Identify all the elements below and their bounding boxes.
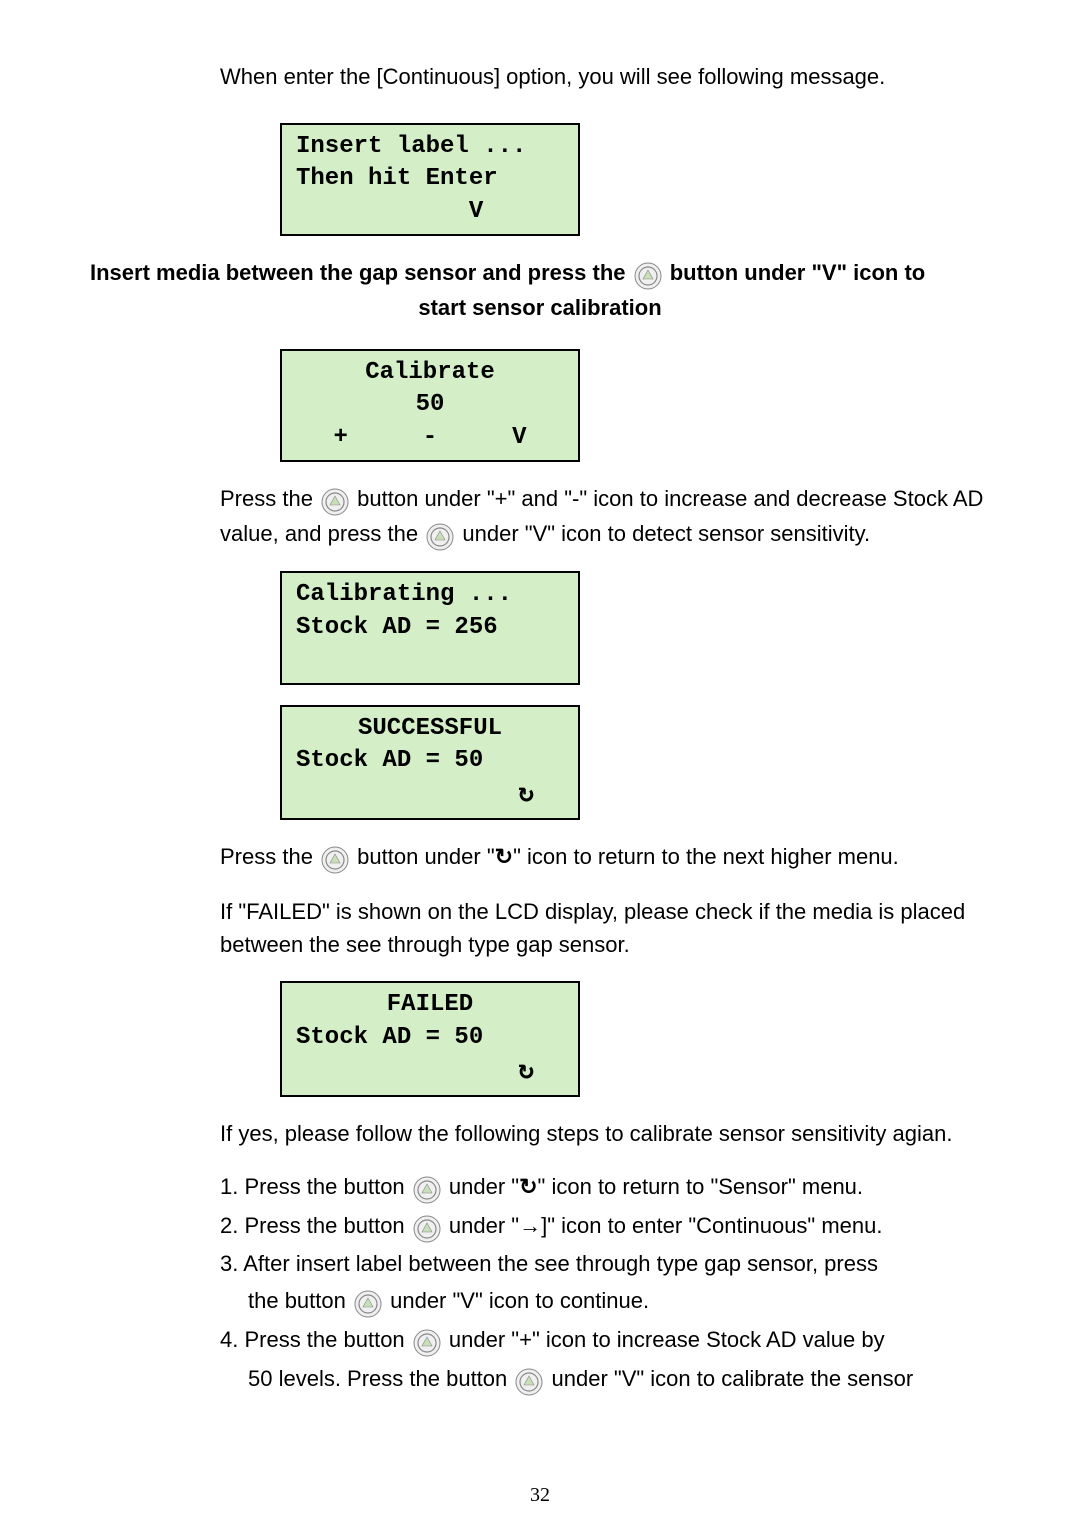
lcd-value: 50 <box>296 389 564 421</box>
lcd-v: V <box>475 422 564 454</box>
circle-button-icon <box>413 1172 441 1205</box>
text: under "V" icon to calibrate the sensor <box>552 1366 914 1391</box>
lcd-successful: SUCCESSFUL Stock AD = 50 ↻ <box>280 705 580 821</box>
circle-button-icon <box>321 842 349 875</box>
lcd-minus: - <box>385 422 474 454</box>
lcd-line: V <box>296 196 564 228</box>
step-3: 3. After insert label between the see th… <box>220 1247 990 1280</box>
text: " icon to return to "Sensor" menu. <box>538 1174 863 1199</box>
lcd-line: Then hit Enter <box>296 163 564 195</box>
lcd-plus: + <box>296 422 385 454</box>
steps-list: 1. Press the button under "↻" icon to re… <box>220 1170 990 1396</box>
heading-text: button under "V" icon to <box>670 260 926 285</box>
lcd-return-icon: ↻ <box>296 1054 564 1089</box>
lcd-insert-label: Insert label ... Then hit Enter V <box>280 123 580 236</box>
lcd-line: Insert label ... <box>296 131 564 163</box>
step-4-cont: 50 levels. Press the button under "V" ic… <box>248 1362 990 1397</box>
return-symbol: ↻ <box>495 844 513 869</box>
circle-button-icon <box>426 518 454 551</box>
lcd-calibrating: Calibrating ... Stock AD = 256 <box>280 571 580 684</box>
text: under "→]" icon to enter "Continuous" me… <box>449 1213 883 1238</box>
circle-button-icon <box>515 1363 543 1396</box>
text: 50 levels. Press the button <box>248 1366 513 1391</box>
text: under "V" icon to continue. <box>390 1288 649 1313</box>
lcd-button-row: + - V <box>296 422 564 454</box>
text: under " <box>449 1174 519 1199</box>
lcd-line: Stock AD = 256 <box>296 612 564 644</box>
heading-text: Insert media between the gap sensor and … <box>90 260 632 285</box>
step-3-cont: the button under "V" icon to continue. <box>248 1284 990 1319</box>
intro-text: When enter the [Continuous] option, you … <box>220 60 990 93</box>
circle-button-icon <box>634 258 662 291</box>
instruction-heading: Insert media between the gap sensor and … <box>90 256 990 324</box>
text: Press the <box>220 844 319 869</box>
lcd-line: Stock AD = 50 <box>296 745 564 777</box>
lcd-title: Calibrate <box>296 357 564 389</box>
text: under "+" icon to increase Stock AD valu… <box>449 1327 885 1352</box>
text: 4. Press the button <box>220 1327 411 1352</box>
lcd-line <box>296 644 564 676</box>
para-return: Press the button under "↻" icon to retur… <box>220 840 990 875</box>
page-number: 32 <box>0 1484 1080 1507</box>
lcd-line: SUCCESSFUL <box>296 713 564 745</box>
heading-line2: start sensor calibration <box>90 291 990 324</box>
text: 2. Press the button <box>220 1213 411 1238</box>
lcd-failed: FAILED Stock AD = 50 ↻ <box>280 981 580 1097</box>
lcd-line: Calibrating ... <box>296 579 564 611</box>
circle-button-icon <box>413 1325 441 1358</box>
step-4: 4. Press the button under "+" icon to in… <box>220 1323 990 1358</box>
text: Press the <box>220 486 319 511</box>
return-symbol: ↻ <box>519 1174 537 1199</box>
text: under "V" icon to detect sensor sensitiv… <box>462 521 870 546</box>
circle-button-icon <box>354 1286 382 1319</box>
lcd-line: Stock AD = 50 <box>296 1022 564 1054</box>
para-follow-steps: If yes, please follow the following step… <box>220 1117 990 1150</box>
text: " icon to return to the next higher menu… <box>513 844 899 869</box>
text: button under " <box>357 844 494 869</box>
para-failed: If "FAILED" is shown on the LCD display,… <box>220 895 990 961</box>
step-1: 1. Press the button under "↻" icon to re… <box>220 1170 990 1205</box>
para-adjust: Press the button under "+" and "-" icon … <box>220 482 990 551</box>
step-2: 2. Press the button under "→]" icon to e… <box>220 1209 990 1244</box>
circle-button-icon <box>321 484 349 517</box>
text: 1. Press the button <box>220 1174 411 1199</box>
text: the button <box>248 1288 352 1313</box>
lcd-line: FAILED <box>296 989 564 1021</box>
lcd-return-icon: ↻ <box>296 777 564 812</box>
text: 3. After insert label between the see th… <box>220 1251 878 1276</box>
circle-button-icon <box>413 1210 441 1243</box>
lcd-calibrate: Calibrate 50 + - V <box>280 349 580 462</box>
